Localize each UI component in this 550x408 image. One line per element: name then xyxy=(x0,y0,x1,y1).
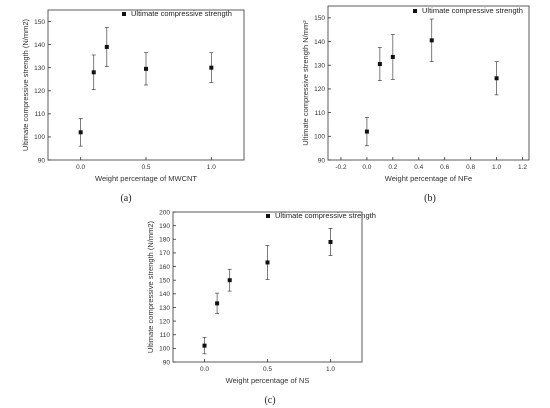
plot-frame xyxy=(172,211,363,363)
x-tick-label: 1.0 xyxy=(207,164,216,171)
chart-panel-2: 90 100 110 120 130 140 150 -0.2 0.0 0.2 0.4 0.6 0.8 1… xyxy=(301,5,530,204)
y-tick-label: 130 xyxy=(314,63,325,70)
x-tick-label: 0.0 xyxy=(362,164,371,171)
legend-marker xyxy=(266,214,270,218)
y-tick-label: 130 xyxy=(34,65,45,72)
y-tick-label: 90 xyxy=(318,157,326,164)
legend-marker xyxy=(413,9,417,13)
data-point xyxy=(144,66,148,71)
y-tick-label: 120 xyxy=(159,318,170,325)
x-tick-label: -0.2 xyxy=(335,164,347,171)
y-tick-label: 130 xyxy=(159,305,170,312)
y-axis-label: Ultimate compressive strength (N/mm2) xyxy=(21,18,30,151)
data-point xyxy=(209,65,214,70)
y-tick-label: 140 xyxy=(159,291,170,298)
y-tick-label: 120 xyxy=(34,88,45,95)
y-tick-label: 150 xyxy=(34,19,45,26)
data-point xyxy=(227,278,232,283)
legend-label: Ultimate compressive strength xyxy=(275,211,376,220)
data-point xyxy=(265,260,270,265)
y-tick-label: 140 xyxy=(314,39,325,46)
data-point xyxy=(328,240,333,244)
data-point xyxy=(429,38,434,43)
data-point xyxy=(104,44,109,49)
y-axis-label: Ultimate compressive strength (N/mm2) xyxy=(146,220,155,353)
data-point xyxy=(215,301,220,306)
y-tick-label: 120 xyxy=(314,86,325,93)
y-tick-label: 150 xyxy=(159,277,170,284)
legend-label: Ultimate compressive strength xyxy=(131,9,232,18)
data-point xyxy=(364,129,369,134)
y-tick-label: 100 xyxy=(159,346,170,353)
panel-label: (b) xyxy=(424,193,436,204)
data-point xyxy=(91,70,96,75)
y-axis-label: Ultimate compressive strength N/mm² xyxy=(301,20,310,146)
y-tick-label: 160 xyxy=(159,264,170,271)
data-point xyxy=(78,130,83,135)
data-point xyxy=(202,343,207,348)
x-tick-label: 0.6 xyxy=(440,164,449,171)
data-point xyxy=(390,54,395,59)
y-tick-label: 180 xyxy=(159,237,170,244)
data-point xyxy=(377,62,382,67)
x-axis-label: Weight percentage of NFe xyxy=(385,174,472,183)
x-tick-label: 0.2 xyxy=(388,164,397,171)
chart-panel-1: 90 100 110 120 130 140 150 0.0 0.5 1.0 Weight perc… xyxy=(21,9,245,204)
x-tick-label: 1.0 xyxy=(492,164,501,171)
x-tick-label: 0.0 xyxy=(200,366,209,373)
plot-frame xyxy=(327,5,530,161)
panel-label: (c) xyxy=(264,395,275,406)
x-tick-label: 0.4 xyxy=(414,164,423,171)
x-tick-label: 0.0 xyxy=(76,164,85,171)
y-tick-label: 100 xyxy=(314,134,325,141)
legend-marker xyxy=(122,12,126,16)
x-tick-label: 0.8 xyxy=(466,164,475,171)
y-tick-label: 200 xyxy=(159,209,170,216)
y-tick-label: 90 xyxy=(163,359,171,366)
y-tick-label: 140 xyxy=(34,42,45,49)
chart-panel-3: 90 100 110 120 130 140 150 160 170 180 190 200 0.0 0.… xyxy=(146,209,376,406)
y-tick-label: 100 xyxy=(34,134,45,141)
x-tick-label: 1.0 xyxy=(326,366,335,373)
x-axis-label: Weight percentage of NS xyxy=(226,376,310,385)
data-point xyxy=(494,76,499,81)
legend-label: Ultimate compressive strength xyxy=(422,6,523,15)
y-tick-label: 190 xyxy=(159,223,170,230)
y-tick-label: 90 xyxy=(38,157,46,164)
x-tick-label: 0.5 xyxy=(141,164,150,171)
y-tick-label: 170 xyxy=(159,250,170,257)
x-tick-label: 0.5 xyxy=(263,366,272,373)
y-tick-label: 110 xyxy=(315,110,326,117)
x-tick-label: 1.2 xyxy=(518,164,527,171)
panel-label: (a) xyxy=(120,193,131,204)
y-tick-label: 110 xyxy=(35,111,46,118)
y-tick-label: 110 xyxy=(160,332,171,339)
y-tick-label: 150 xyxy=(314,15,325,22)
x-axis-label: Weight percentage of MWCNT xyxy=(95,174,197,183)
